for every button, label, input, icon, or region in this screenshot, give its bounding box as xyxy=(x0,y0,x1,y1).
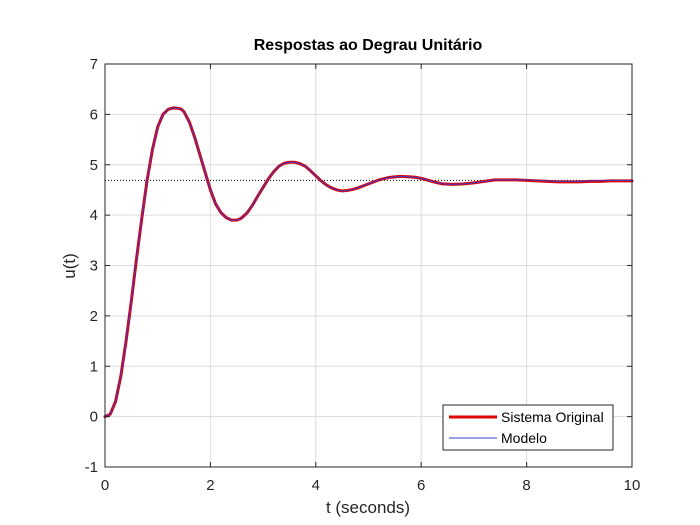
y-axis: -1 0 1 2 3 4 5 6 7 xyxy=(85,56,632,476)
y-tick-label: 5 xyxy=(90,157,98,174)
series-layer xyxy=(103,106,634,419)
x-tick-label: 10 xyxy=(624,477,641,494)
x-tick-label: 4 xyxy=(312,477,320,494)
y-tick-label: 4 xyxy=(90,207,98,224)
legend-label-sistema-original: Sistema Original xyxy=(501,409,604,425)
x-axis-label: t (seconds) xyxy=(326,498,410,517)
x-tick-label: 6 xyxy=(417,477,425,494)
x-tick-label: 8 xyxy=(522,477,530,494)
chart-title: Respostas ao Degrau Unitário xyxy=(254,37,483,54)
y-tick-label: 3 xyxy=(90,258,98,275)
y-axis-label: u(t) xyxy=(60,253,79,279)
y-tick-label: 2 xyxy=(90,308,98,325)
grid xyxy=(105,64,632,467)
x-axis: 0 2 4 6 8 10 xyxy=(101,64,641,494)
x-tick-label: 2 xyxy=(206,477,214,494)
y-tick-label: 1 xyxy=(90,358,98,375)
y-tick-label: 6 xyxy=(90,106,98,123)
y-tick-label: 0 xyxy=(90,409,98,426)
y-tick-label: -1 xyxy=(85,459,98,476)
legend-box xyxy=(442,404,614,451)
legend-label-modelo: Modelo xyxy=(501,430,547,446)
legend: Sistema Original Modelo xyxy=(442,404,614,451)
y-tick-label: 7 xyxy=(90,56,98,73)
series-line-modelo xyxy=(104,107,633,418)
x-tick-label: 0 xyxy=(101,477,109,494)
